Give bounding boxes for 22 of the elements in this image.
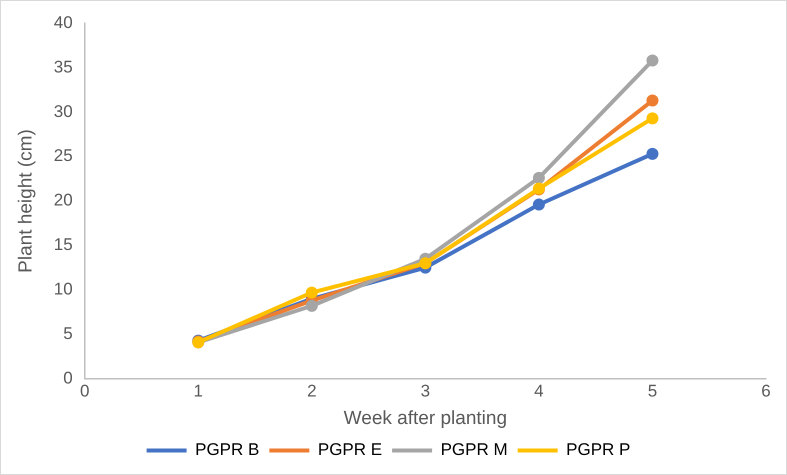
y-tick-label: 35 [54,57,73,76]
x-tick-label: 4 [534,382,544,401]
x-tick-label: 5 [648,382,658,401]
x-tick-label: 1 [194,382,203,401]
y-tick-label: 25 [54,146,73,166]
x-axis-title: Week after planting [344,408,508,429]
y-tick-label: 5 [63,324,73,344]
x-tick-label: 3 [420,382,430,401]
legend-label: PGPR B [195,440,260,460]
y-tick-label: 0 [63,368,73,388]
y-tick-label: 40 [54,12,73,32]
y-tick-label: 20 [54,190,73,210]
x-tick-label: 6 [761,382,771,401]
legend-label: PGPR E [318,440,382,460]
x-tick-label: 0 [80,382,90,401]
legend-label: PGPR M [440,440,508,460]
y-axis-title: Plant height (cm) [16,129,37,273]
y-tick-label: 30 [54,102,73,121]
x-tick-label: 2 [307,382,317,401]
legend-label: PGPR P [566,440,630,460]
y-tick-label: 10 [54,280,73,299]
y-tick-label: 15 [54,235,73,254]
